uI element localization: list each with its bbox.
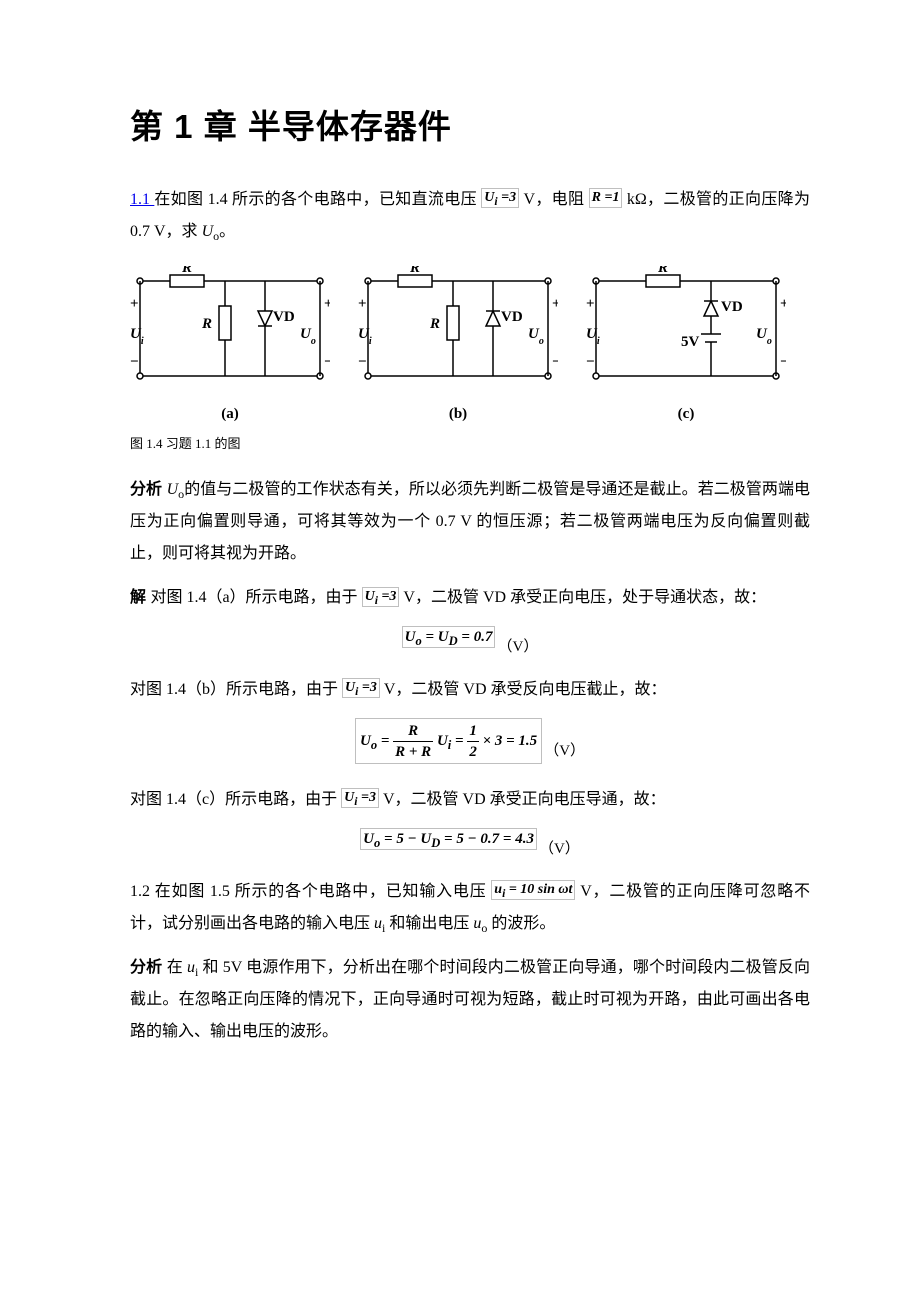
p6-text-a: 1.2 在如图 1.5 所示的各个电路中，已知输入电压	[130, 883, 491, 900]
figure-caption: 图 1.4 习题 1.1 的图	[130, 433, 810, 452]
problem-1-2: 1.2 在如图 1.5 所示的各个电路中，已知输入电压 ui = 10 sin …	[130, 876, 810, 940]
svg-text:+: +	[552, 296, 558, 312]
solution-lead: 解	[130, 589, 150, 606]
figure-label-c: (c)	[586, 406, 786, 423]
svg-text:+: +	[358, 296, 367, 312]
svg-text:−: −	[780, 354, 786, 370]
math-ui-eq-3-a: Ui =3	[481, 188, 519, 208]
svg-text:−: −	[358, 354, 367, 370]
p7-text-b: 和 5V 电源作用下，分析出在哪个时间段内二极管正向导通，哪个时间段内二极管反向…	[130, 959, 810, 1040]
problem-link-1-1[interactable]: 1.1	[130, 191, 154, 208]
svg-text:+: +	[130, 296, 139, 312]
analysis-2: 分析 在 ui 和 5V 电源作用下，分析出在哪个时间段内二极管正向导通，哪个时…	[130, 952, 810, 1048]
p6-text-c: 和输出电压	[385, 915, 473, 932]
figure-label-b: (b)	[358, 406, 558, 423]
math-ui-eq-3-c: Ui =3	[342, 678, 380, 698]
svg-text:VD: VD	[501, 309, 523, 325]
svg-text:−: −	[324, 354, 330, 370]
eq3-tail: （V）	[539, 841, 580, 857]
label-uo-a: Uo	[300, 326, 316, 347]
p1-text-d: 。	[219, 223, 235, 240]
svg-text:Uo: Uo	[528, 326, 544, 347]
eq1-tail: （V）	[497, 639, 538, 655]
symbol-uo2: U	[167, 481, 179, 498]
math-ui-eq-3-b: Ui =3	[362, 587, 400, 607]
analysis-text: 的值与二极管的工作状态有关，所以必须先判断二极管是导通还是截止。若二极管两端电压…	[130, 481, 810, 562]
math-ui-sin: ui = 10 sin ωt	[491, 880, 575, 900]
circuit-b: R R VD + − + − Ui Uo (b)	[358, 266, 558, 423]
eq2-tail: （V）	[544, 743, 585, 759]
analysis-lead: 分析	[130, 481, 167, 498]
eq3-img: Uo = 5 − UD = 5 − 0.7 = 4.3	[360, 828, 537, 850]
circuit-c: R VD 5V + − + − Ui Uo (c)	[586, 266, 786, 423]
solution-a: 解 对图 1.4（a）所示电路，由于 Ui =3 V，二极管 VD 承受正向电压…	[130, 582, 810, 614]
solution-b: 对图 1.4（b）所示电路，由于 Ui =3 V，二极管 VD 承受反向电压截止…	[130, 674, 810, 706]
svg-text:Ui: Ui	[586, 326, 600, 347]
equation-2: Uo = RR + R Ui = 12 × 3 = 1.5 （V）	[130, 720, 810, 766]
svg-text:R: R	[409, 266, 420, 276]
sol-c-text-b: V，二极管 VD 承受正向电压导通，故：	[379, 791, 666, 808]
svg-text:−: −	[552, 354, 558, 370]
symbol-ui: u	[374, 915, 382, 932]
svg-text:R: R	[657, 266, 668, 276]
analysis2-lead: 分析	[130, 959, 167, 976]
svg-text:R: R	[429, 316, 440, 332]
label-r-mid-a: R	[201, 316, 212, 332]
circuit-a: R R VD + − + − Ui Uo (a)	[130, 266, 330, 423]
svg-text:Uo: Uo	[756, 326, 772, 347]
equation-1: Uo = UD = 0.7（V）	[130, 628, 810, 656]
sol-b-text-a: 对图 1.4（b）所示电路，由于	[130, 681, 342, 698]
chapter-title: 第 1 章 半导体存器件	[130, 100, 810, 148]
svg-text:+: +	[780, 296, 786, 312]
label-ui-a: Ui	[130, 326, 144, 347]
sol-a-text-b: V，二极管 VD 承受正向电压，处于导通状态，故：	[399, 589, 766, 606]
svg-text:Ui: Ui	[358, 326, 372, 347]
sol-a-text-a: 对图 1.4（a）所示电路，由于	[150, 589, 361, 606]
solution-c: 对图 1.4（c）所示电路，由于 Ui =3 V，二极管 VD 承受正向电压导通…	[130, 784, 810, 816]
math-ui-eq-3-d: Ui =3	[341, 788, 379, 808]
math-r-eq-1: R =1	[589, 188, 623, 208]
symbol-ui2: u	[187, 959, 195, 976]
label-5v: 5V	[681, 334, 700, 350]
svg-text:VD: VD	[721, 299, 743, 315]
eq2-img: Uo = RR + R Ui = 12 × 3 = 1.5	[355, 718, 542, 764]
equation-3: Uo = 5 − UD = 5 − 0.7 = 4.3（V）	[130, 830, 810, 858]
p1-text-b: V，电阻	[519, 191, 589, 208]
svg-text:+: +	[586, 296, 595, 312]
p6-text-d: 的波形。	[487, 915, 555, 932]
svg-text:−: −	[586, 354, 595, 370]
analysis-para: 分析 Uo的值与二极管的工作状态有关，所以必须先判断二极管是导通还是截止。若二极…	[130, 474, 810, 570]
sol-c-text-a: 对图 1.4（c）所示电路，由于	[130, 791, 341, 808]
p7-text-a: 在	[167, 959, 187, 976]
sol-b-text-b: V，二极管 VD 承受反向电压截止，故：	[380, 681, 667, 698]
figure-label-a: (a)	[130, 406, 330, 423]
label-vd-a: VD	[273, 309, 295, 325]
label-r-top-a: R	[181, 266, 192, 276]
svg-text:+: +	[324, 296, 330, 312]
svg-text:−: −	[130, 354, 139, 370]
symbol-uo: U	[202, 223, 214, 240]
figure-1-4: R R VD + − + − Ui Uo (a)	[130, 266, 810, 423]
p1-text-a: 在如图 1.4 所示的各个电路中，已知直流电压	[154, 191, 481, 208]
problem-1-1: 1.1 在如图 1.4 所示的各个电路中，已知直流电压 Ui =3 V，电阻 R…	[130, 184, 810, 248]
eq1-img: Uo = UD = 0.7	[402, 626, 496, 648]
